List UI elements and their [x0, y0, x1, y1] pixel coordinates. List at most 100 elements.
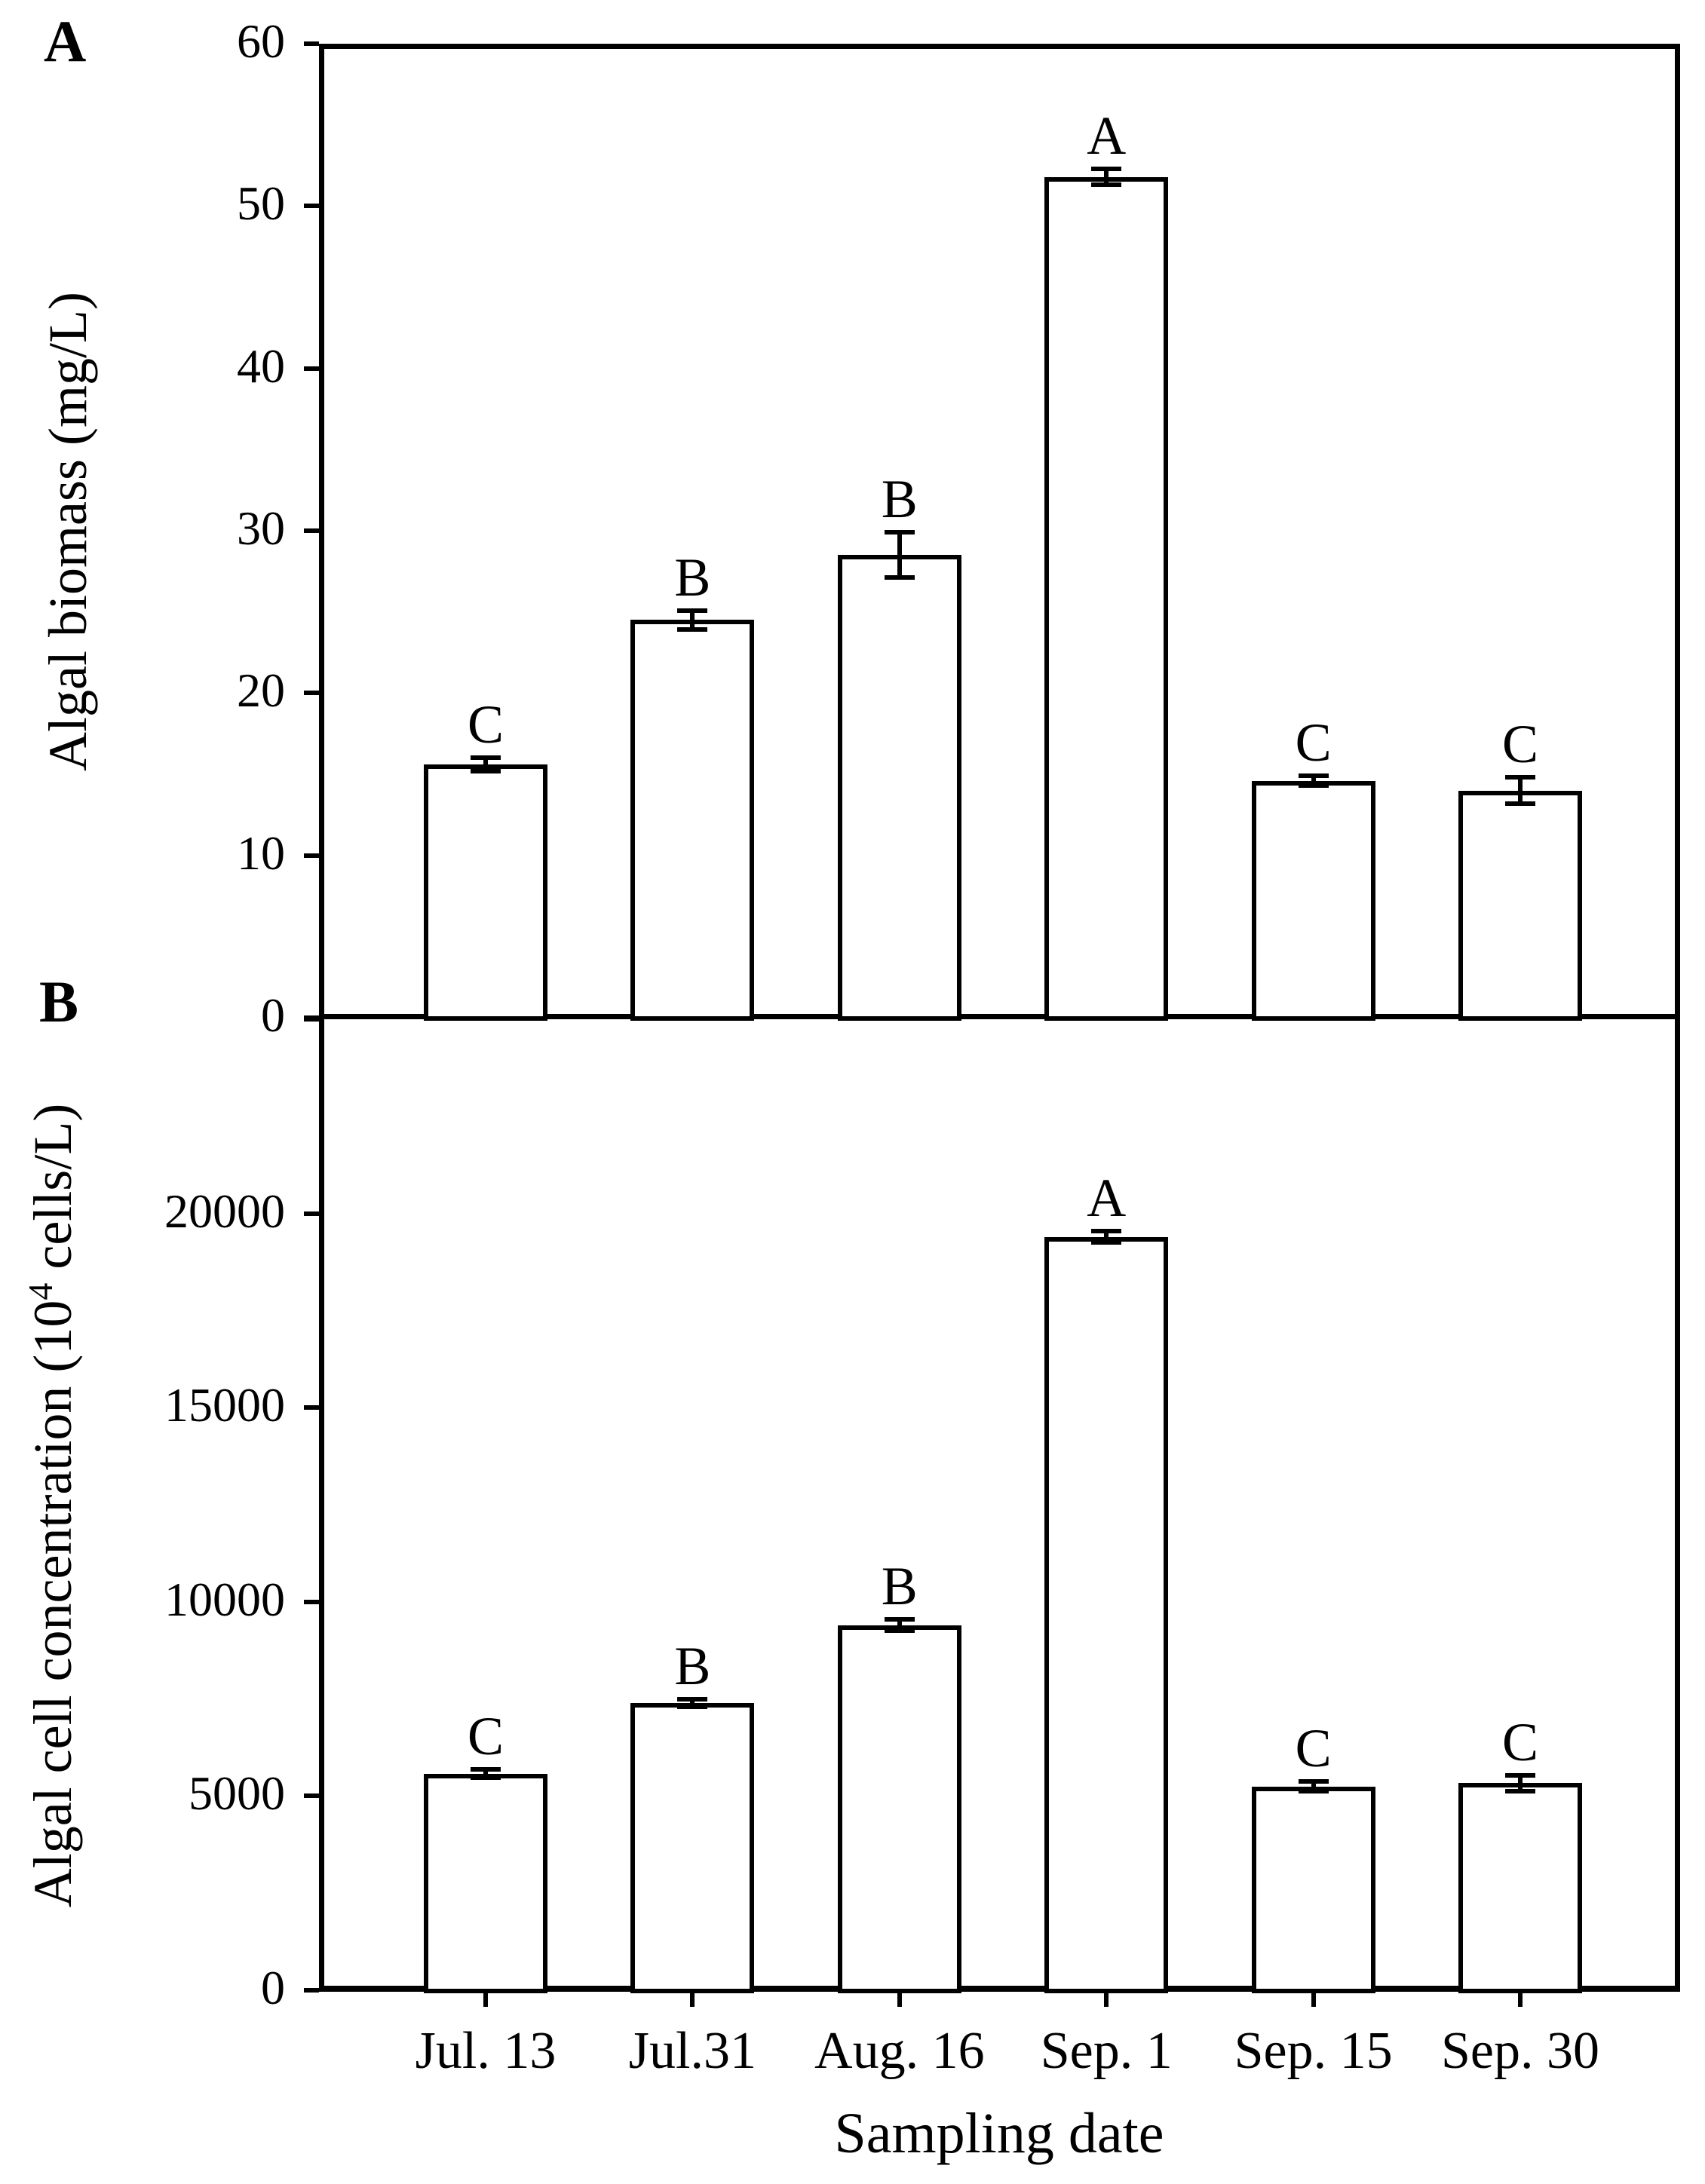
y-axis-tick-a: [304, 691, 319, 696]
error-bar-line: [1311, 1781, 1316, 1791]
bar-a-4: [1044, 176, 1169, 1021]
y-axis-tick-b: [304, 1793, 319, 1799]
y-axis-tick-b: [304, 1017, 319, 1022]
y-axis-tick-a: [304, 366, 319, 371]
x-axis-tick: [897, 1992, 902, 2007]
y-axis-tick-label-a: 60: [237, 14, 285, 68]
significance-letter: B: [674, 547, 711, 608]
x-axis-tick-label: Sep. 30: [1441, 2022, 1599, 2080]
y-axis-tick-a: [304, 528, 319, 533]
x-axis-tick: [483, 1992, 488, 2007]
error-bar-bottom-cap: [1505, 1788, 1535, 1793]
y-axis-tick-b: [304, 1211, 319, 1216]
error-bar-line: [690, 1698, 695, 1707]
y-axis-tick-label-b: 0: [261, 1961, 285, 2014]
error-bar-top-cap: [1091, 166, 1122, 171]
x-axis-tick-label: Aug. 16: [814, 2022, 985, 2080]
x-axis-tick-label: Jul. 13: [415, 2022, 557, 2080]
y-axis-tick-b: [304, 1988, 319, 1993]
y-axis-tick-a: [304, 41, 319, 46]
significance-letter: C: [467, 1706, 504, 1767]
y-axis-tick-b: [304, 1405, 319, 1411]
bar-b-1: [424, 1773, 547, 1993]
error-bar-line: [483, 1769, 488, 1778]
y-axis-tick-label-a: 30: [237, 501, 285, 555]
y-axis-tick-label-a: 0: [261, 988, 285, 1042]
error-bar-line: [1104, 1230, 1109, 1243]
panel-b-letter: B: [39, 969, 79, 1034]
panel-b-y-title-sup: 4: [21, 1282, 60, 1300]
significance-letter: C: [1501, 714, 1539, 775]
error-bar-line: [897, 1619, 902, 1631]
error-bar-top-cap: [677, 608, 708, 613]
error-bar-bottom-cap: [884, 1628, 915, 1634]
error-bar-line: [1104, 168, 1109, 185]
significance-letter: C: [1295, 712, 1332, 773]
error-bar-line: [483, 758, 488, 771]
bar-a-5: [1251, 780, 1375, 1021]
error-bar-line: [1518, 777, 1523, 804]
x-axis-tick: [1104, 1992, 1109, 2007]
bar-b-3: [837, 1625, 961, 1993]
significance-letter: B: [674, 1635, 711, 1696]
error-bar-top-cap: [471, 1767, 501, 1772]
significance-letter: B: [881, 1555, 918, 1616]
error-bar-top-cap: [1505, 775, 1535, 780]
y-axis-tick-label-a: 50: [237, 176, 285, 231]
bar-b-4: [1044, 1236, 1169, 1993]
y-axis-tick-label-a: 10: [237, 826, 285, 880]
y-axis-tick-b: [304, 1599, 319, 1604]
error-bar-top-cap: [471, 755, 501, 761]
panel-a-letter: A: [44, 8, 87, 74]
error-bar-bottom-cap: [471, 768, 501, 773]
error-bar-line: [1311, 776, 1316, 786]
significance-letter: C: [1295, 1718, 1332, 1779]
bar-a-2: [630, 620, 755, 1021]
error-bar-top-cap: [1505, 1773, 1535, 1778]
significance-letter: A: [1087, 105, 1127, 166]
x-axis-title: Sampling date: [834, 2102, 1164, 2165]
bar-b-5: [1251, 1786, 1375, 1993]
error-bar-bottom-cap: [1091, 182, 1122, 188]
bar-b-6: [1458, 1783, 1582, 1993]
panel-b-plot-frame: [319, 1019, 1680, 1992]
bar-a-6: [1458, 790, 1582, 1021]
bar-a-1: [424, 764, 547, 1021]
error-bar-line: [1518, 1775, 1523, 1791]
error-bar-line: [897, 532, 902, 578]
y-axis-tick-label-a: 20: [237, 663, 285, 718]
y-axis-tick-label-b: 10000: [164, 1572, 285, 1626]
error-bar-top-cap: [1298, 1779, 1329, 1784]
error-bar-top-cap: [884, 1616, 915, 1622]
x-axis-tick: [1311, 1992, 1316, 2007]
error-bar-bottom-cap: [677, 1704, 708, 1709]
bar-a-3: [837, 555, 961, 1021]
error-bar-top-cap: [1091, 1228, 1122, 1233]
y-axis-tick-a: [304, 204, 319, 209]
error-bar-bottom-cap: [1298, 783, 1329, 789]
error-bar-line: [690, 610, 695, 630]
y-axis-tick-label-a: 40: [237, 338, 285, 393]
bar-b-2: [630, 1702, 755, 1993]
error-bar-top-cap: [1298, 773, 1329, 779]
x-axis-tick: [1518, 1992, 1523, 2007]
x-axis-tick: [690, 1992, 695, 2007]
error-bar-bottom-cap: [884, 575, 915, 580]
error-bar-top-cap: [677, 1696, 708, 1702]
error-bar-bottom-cap: [1091, 1240, 1122, 1245]
y-axis-tick-label-b: 5000: [189, 1766, 285, 1821]
y-axis-tick-a: [304, 853, 319, 858]
x-axis-tick-label: Sep. 1: [1040, 2022, 1173, 2080]
significance-letter: B: [881, 469, 918, 530]
y-axis-tick-label-b: 20000: [164, 1184, 285, 1238]
y-axis-tick-label-b: 15000: [164, 1378, 285, 1432]
significance-letter: C: [1501, 1712, 1539, 1773]
error-bar-bottom-cap: [471, 1775, 501, 1780]
error-bar-bottom-cap: [1505, 801, 1535, 806]
panel-a-plot-frame: [319, 44, 1680, 1019]
x-axis-tick-label: Sep. 15: [1234, 2022, 1393, 2080]
error-bar-bottom-cap: [1298, 1788, 1329, 1793]
error-bar-bottom-cap: [677, 627, 708, 633]
significance-letter: A: [1087, 1167, 1127, 1228]
